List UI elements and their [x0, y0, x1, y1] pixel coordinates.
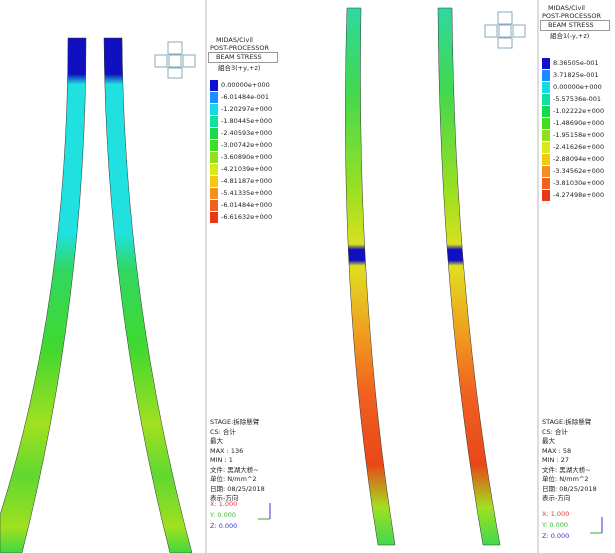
app-name: MIDAS/Civil [548, 4, 585, 12]
load-case: 組合3(+y,+z) [218, 64, 260, 72]
axis-value: Z: 0.000 [210, 522, 237, 530]
legend-swatch [542, 166, 550, 177]
info-line: 日期: 08/25/2018 [210, 485, 265, 493]
legend-label: 3.71825e-001 [553, 71, 599, 79]
beam [438, 8, 500, 545]
result-type: BEAM STRESS [216, 53, 262, 61]
legend-label: -6.01484e+000 [221, 201, 272, 209]
axis-value: X: 1.000 [542, 510, 569, 518]
legend-swatch [542, 106, 550, 117]
app-name: MIDAS/Civil [216, 36, 253, 44]
legend-label: -1.48690e+000 [553, 119, 604, 127]
load-case: 組合1(-y,+z) [550, 32, 589, 40]
info-line: MIN : 27 [542, 456, 569, 464]
legend-swatch [210, 164, 218, 175]
model-view [0, 0, 615, 553]
legend-label: 0.00000e+000 [553, 83, 602, 91]
legend-swatch [210, 188, 218, 199]
legend-swatch [210, 140, 218, 151]
info-line: 文件: 黑湖大桥~ [542, 466, 591, 474]
legend-label: -5.41335e+000 [221, 189, 272, 197]
beam [345, 8, 395, 545]
legend-label: 8.36505e-001 [553, 59, 599, 67]
legend-swatch [542, 178, 550, 189]
info-line: CS: 合计 [210, 428, 236, 436]
info-line: 最大 [542, 437, 555, 445]
legend-swatch [542, 154, 550, 165]
legend-swatch [210, 128, 218, 139]
info-line: MAX : 58 [542, 447, 571, 455]
legend-label: -3.81030e+000 [553, 179, 604, 187]
legend-label: -3.00742e+000 [221, 141, 272, 149]
legend-swatch [542, 190, 550, 201]
legend-label: -1.02222e+000 [553, 107, 604, 115]
legend-label: -1.20297e+000 [221, 105, 272, 113]
legend-label: -2.41626e+000 [553, 143, 604, 151]
axis-value: Y: 0.000 [210, 511, 236, 519]
legend-label: -3.34562e+000 [553, 167, 604, 175]
info-line: CS: 合计 [542, 428, 568, 436]
info-line: 日期: 08/25/2018 [542, 485, 597, 493]
legend-label: -5.57536e-001 [553, 95, 601, 103]
legend-swatch [542, 142, 550, 153]
legend-swatch [542, 58, 550, 69]
legend-label: -4.21039e+000 [221, 165, 272, 173]
beam [104, 38, 192, 553]
legend-label: -6.61632e+000 [221, 213, 272, 221]
legend-swatch [210, 152, 218, 163]
axis-value: Y: 0.000 [542, 521, 568, 529]
legend-label: -1.80445e+000 [221, 117, 272, 125]
legend-swatch [210, 116, 218, 127]
info-line: STAGE:拆除懸臂 [210, 418, 259, 426]
legend-label: -4.81187e+000 [221, 177, 272, 185]
legend-swatch [210, 200, 218, 211]
legend-swatch [210, 104, 218, 115]
result-type: BEAM STRESS [548, 21, 594, 29]
legend-label: -3.60890e+000 [221, 153, 272, 161]
info-line: MAX : 136 [210, 447, 243, 455]
legend-swatch [210, 92, 218, 103]
legend-label: -2.40593e+000 [221, 129, 272, 137]
module-name: POST-PROCESSOR [542, 12, 601, 20]
legend-swatch [210, 176, 218, 187]
legend-swatch [210, 212, 218, 223]
info-line: 单位: N/mm^2 [210, 475, 257, 483]
legend-label: -4.27498e+000 [553, 191, 604, 199]
legend-swatch [542, 70, 550, 81]
info-line: 文件: 黑湖大桥~ [210, 466, 259, 474]
legend-swatch [542, 130, 550, 141]
legend-label: -6.01484e-001 [221, 93, 269, 101]
axis-value: X: 1.000 [210, 500, 237, 508]
module-name: POST-PROCESSOR [210, 44, 269, 52]
legend-swatch [542, 94, 550, 105]
legend-label: 0.00000e+000 [221, 81, 270, 89]
screenshot: (() => { const data = JSON.parse(documen… [0, 0, 615, 553]
info-line: MIN : 1 [210, 456, 233, 464]
axis-value: Z: 0.000 [542, 532, 569, 540]
legend-label: -2.88094e+000 [553, 155, 604, 163]
info-line: 表示-方向 [542, 494, 570, 502]
legend-swatch [542, 118, 550, 129]
info-line: STAGE:拆除懸臂 [542, 418, 591, 426]
beam [0, 38, 86, 553]
info-line: 最大 [210, 437, 223, 445]
legend-swatch [542, 82, 550, 93]
info-line: 单位: N/mm^2 [542, 475, 589, 483]
legend-swatch [210, 80, 218, 91]
legend-label: -1.95158e+000 [553, 131, 604, 139]
